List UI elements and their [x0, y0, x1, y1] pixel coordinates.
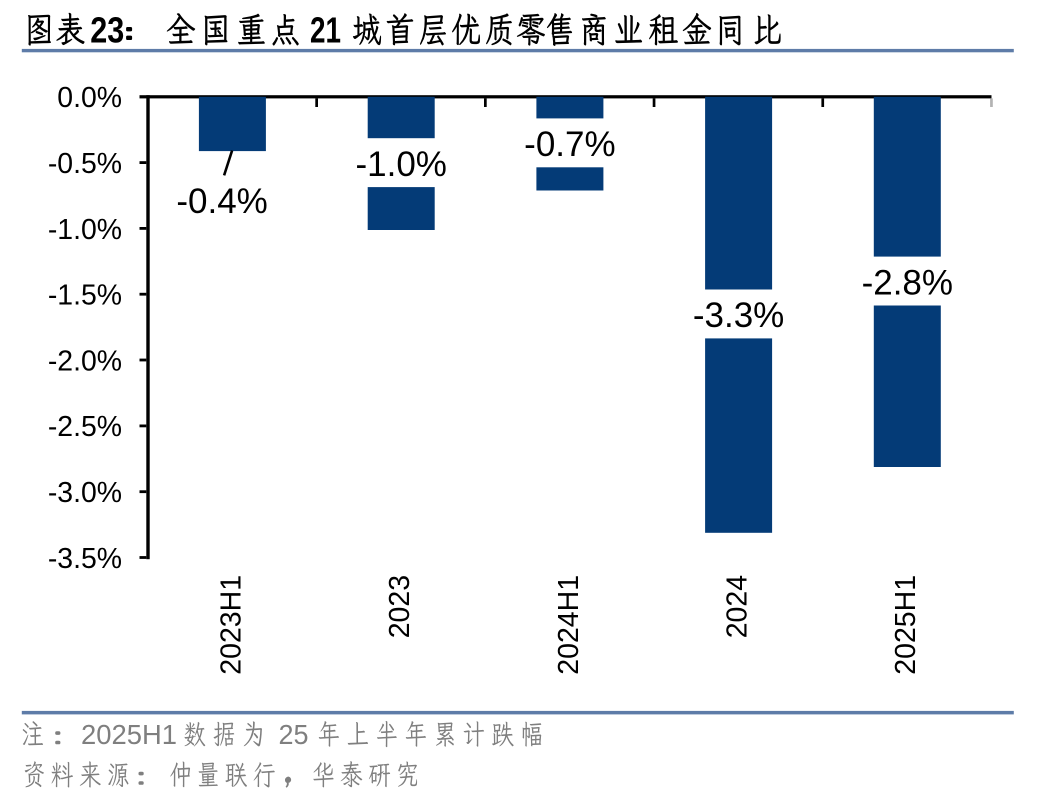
svg-text:25: 25	[279, 719, 309, 750]
svg-text:-1.5%: -1.5%	[48, 280, 122, 312]
svg-text:-0.4%: -0.4%	[176, 182, 267, 221]
svg-text:-3.3%: -3.3%	[693, 296, 784, 335]
svg-text:0.0%: 0.0%	[57, 82, 122, 114]
svg-text:-1.0%: -1.0%	[355, 145, 446, 184]
svg-text:-0.5%: -0.5%	[48, 148, 122, 180]
svg-text:2024H1: 2024H1	[553, 575, 585, 675]
svg-text:-2.5%: -2.5%	[48, 411, 122, 443]
svg-text:-3.0%: -3.0%	[48, 477, 122, 509]
svg-text:2024: 2024	[721, 575, 753, 639]
svg-text:-1.0%: -1.0%	[48, 214, 122, 246]
svg-text:21: 21	[310, 9, 341, 50]
svg-text:-2.0%: -2.0%	[48, 345, 122, 377]
svg-text:-2.8%: -2.8%	[862, 263, 953, 302]
svg-text:23: 23	[90, 9, 124, 50]
svg-text:2023: 2023	[384, 575, 416, 638]
svg-text:2023H1: 2023H1	[215, 575, 247, 675]
svg-text:2025H1: 2025H1	[890, 575, 922, 675]
svg-text:2025H1: 2025H1	[81, 719, 177, 750]
svg-text:-3.5%: -3.5%	[48, 543, 122, 575]
svg-text:-0.7%: -0.7%	[524, 125, 615, 164]
